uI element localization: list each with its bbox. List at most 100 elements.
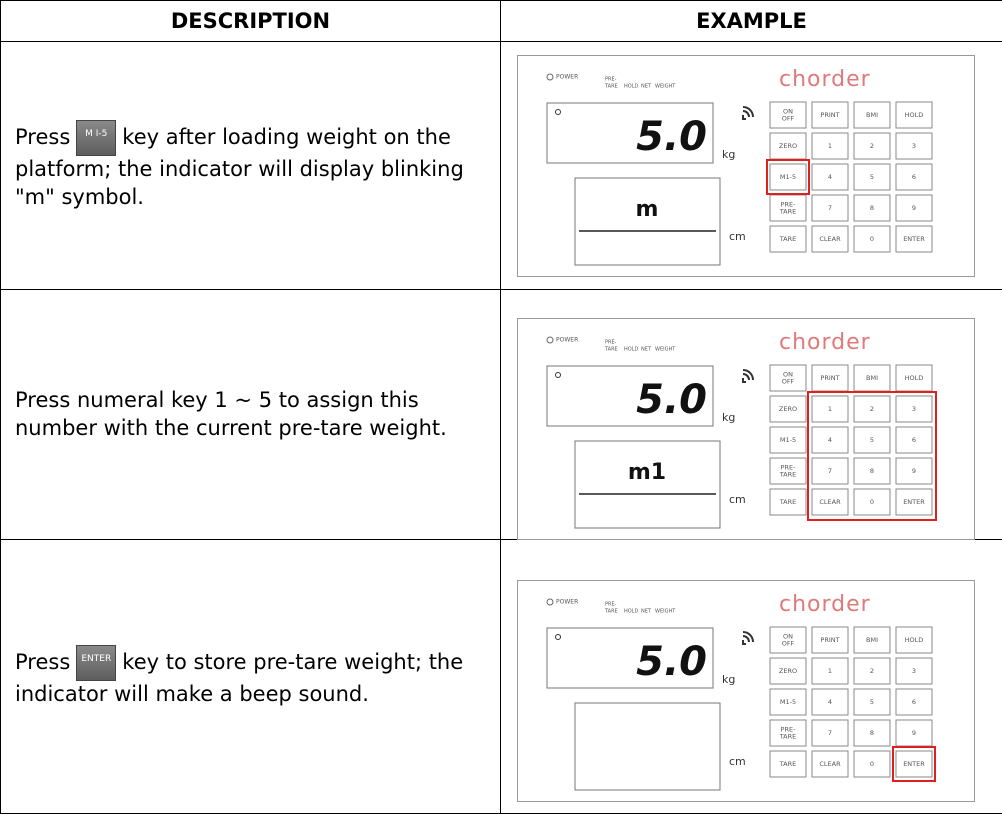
power-label: POWER [556,599,578,606]
indicator-label: WEIGHT [655,347,676,353]
keypad-key [853,457,891,485]
description-text: Press [15,124,71,149]
keypad-key [895,426,933,454]
header-row: DESCRIPTION EXAMPLE [0,0,1002,42]
key-highlight [892,746,936,782]
description-cell: Press numeral key 1 ~ 5 to assign this n… [0,289,501,540]
key-label: OFF [782,640,795,648]
key-label: 1 [828,142,832,150]
keypad-key [895,488,933,516]
key-label: 6 [912,698,916,706]
indicator-label: PRE- [605,340,617,346]
key-label: 3 [912,142,916,150]
key-highlight [766,159,810,195]
indicator-label: NET [641,84,652,90]
keypad-key [895,101,933,129]
keypad-key [769,364,807,392]
key-label: BMI [866,636,878,644]
indicator-label: TARE [604,609,618,615]
key-label: 7 [828,467,832,475]
indicator-label: PRE- [605,77,617,83]
power-led [546,73,554,81]
keypad-key [769,101,807,129]
key-label: 8 [870,467,874,475]
power-led [546,336,554,344]
key-label: 0 [870,760,874,768]
key-label: 4 [828,436,832,444]
key-label: M1-5 [780,436,796,444]
keypad-key [853,488,891,516]
keypad-key [811,657,849,685]
power-label: POWER [556,337,578,344]
height-unit: cm [729,230,746,243]
keypad-key [811,194,849,222]
keypad-key [769,657,807,685]
key-label: ENTER [903,498,925,506]
key-label: 7 [828,729,832,737]
keypad-key [769,426,807,454]
keypad-key [853,750,891,778]
indicator-label: WEIGHT [655,609,676,615]
key-label: TARE [779,498,797,506]
key-label: OFF [782,378,795,386]
key-label: HOLD [905,374,924,382]
row: Press ENTER key to store pre-tare weight; … [0,539,1002,814]
keypad-key [853,657,891,685]
key-label: ENTER [903,760,925,768]
key-label: 1 [828,405,832,413]
keypad-key [853,225,891,253]
zero-mark [555,372,561,378]
key-label: 2 [870,667,874,675]
keypad-key [895,626,933,654]
keypad-key [769,719,807,747]
keypad-key [895,395,933,423]
key-label: 5 [870,436,874,444]
weight-display [546,627,714,689]
key-label: 7 [828,204,832,212]
key-label: HOLD [905,636,924,644]
keypad-key [769,225,807,253]
keypad-key [811,750,849,778]
keypad-key [811,688,849,716]
keypad-key [895,225,933,253]
keypad-key [769,626,807,654]
keypad-key [811,488,849,516]
key-label: 9 [912,467,916,475]
key-label: 5 [870,698,874,706]
key-label: BMI [866,374,878,382]
keypad-key [769,488,807,516]
weight-display [546,365,714,427]
example-cell: POWER PRE- TARE HOLD NET WEIGHT 5.0 kg m1 cm chord… [500,289,1002,540]
keypad-key [853,395,891,423]
weight-unit: kg [722,148,735,161]
keypad-key [853,194,891,222]
keypad-key [895,194,933,222]
key-label: CLEAR [819,235,841,243]
key-label: 9 [912,204,916,212]
keypad-key [769,163,807,191]
height-display [574,702,721,791]
row: Press M I-5 key after loading weight on th… [0,41,1002,290]
power-led [546,598,554,606]
key-label: 2 [870,142,874,150]
indicator-label: HOLD [624,84,638,90]
description-cell: Press ENTER key to store pre-tare weight; … [0,539,501,814]
key-label: PRE- [781,201,797,209]
key-label: ZERO [779,405,797,413]
keypad-key [769,457,807,485]
description-text: Press [15,649,71,674]
header-cell: DESCRIPTION [0,0,501,42]
key-label: PRINT [820,636,839,644]
keypad-key [811,163,849,191]
keypad-key [895,163,933,191]
key-label: ON [783,371,793,379]
keypad-key [853,101,891,129]
indicator-label: HOLD [624,347,638,353]
height-display [574,177,721,266]
indicator-label: HOLD [624,609,638,615]
height-reading: m [636,197,659,222]
